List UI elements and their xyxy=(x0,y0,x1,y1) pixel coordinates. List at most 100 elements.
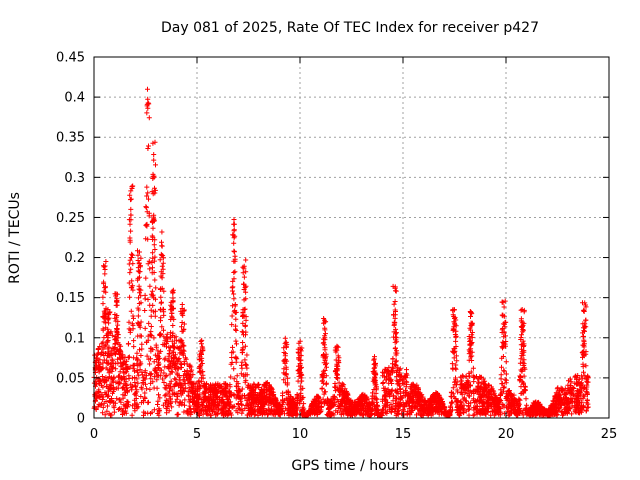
chart-title: Day 081 of 2025, Rate Of TEC Index for r… xyxy=(161,20,539,36)
data-point xyxy=(499,381,505,387)
data-point xyxy=(263,387,269,393)
data-point xyxy=(100,345,106,351)
data-point xyxy=(437,400,443,406)
data-point xyxy=(484,386,489,392)
data-point xyxy=(93,407,99,412)
data-point xyxy=(138,394,144,399)
data-point xyxy=(467,388,473,394)
data-point xyxy=(206,400,211,406)
data-point xyxy=(373,390,379,396)
data-point xyxy=(182,402,187,408)
data-point xyxy=(571,386,577,391)
data-point xyxy=(150,302,156,308)
data-point xyxy=(373,382,379,388)
data-point xyxy=(100,326,106,332)
data-point xyxy=(103,342,109,348)
data-point xyxy=(467,393,473,399)
data-point xyxy=(267,410,273,416)
data-point xyxy=(392,362,398,367)
data-point xyxy=(498,391,504,397)
y-tick-label: 0.05 xyxy=(56,371,85,386)
data-point xyxy=(283,396,289,402)
data-point xyxy=(380,406,385,412)
data-point xyxy=(132,384,138,390)
data-point xyxy=(135,404,141,410)
data-point xyxy=(148,324,154,329)
data-point xyxy=(129,321,135,327)
data-point xyxy=(393,362,399,368)
data-point xyxy=(369,407,375,413)
data-point xyxy=(394,348,399,354)
data-point xyxy=(320,378,325,384)
data-point xyxy=(470,365,476,371)
data-point xyxy=(564,406,570,412)
data-point xyxy=(125,355,131,360)
data-point xyxy=(574,388,580,394)
data-point xyxy=(188,380,194,385)
data-point xyxy=(187,388,193,394)
data-point xyxy=(132,391,138,397)
data-point xyxy=(163,374,169,380)
data-point xyxy=(285,375,291,381)
data-point xyxy=(453,366,459,372)
data-point xyxy=(229,360,235,365)
data-point xyxy=(145,261,151,267)
data-point xyxy=(127,270,133,276)
data-point xyxy=(492,395,498,401)
y-tick-label: 0.4 xyxy=(64,91,85,106)
data-point xyxy=(169,404,175,410)
data-point xyxy=(516,403,521,409)
data-point xyxy=(511,410,517,416)
data-point xyxy=(153,296,158,302)
data-point xyxy=(105,385,111,391)
data-point xyxy=(280,390,286,396)
data-point xyxy=(479,399,485,405)
data-point xyxy=(142,308,148,313)
data-point xyxy=(201,384,207,390)
data-point xyxy=(232,308,238,314)
data-point xyxy=(380,380,386,385)
y-tick-label: 0.1 xyxy=(64,331,85,346)
data-point xyxy=(143,373,149,379)
data-point xyxy=(389,407,395,413)
data-point xyxy=(139,346,145,352)
data-point xyxy=(454,358,460,364)
data-point xyxy=(148,313,154,319)
data-point xyxy=(104,408,110,414)
data-point xyxy=(171,383,177,389)
data-point xyxy=(337,392,343,398)
data-point xyxy=(255,409,261,415)
data-point xyxy=(121,387,127,393)
data-point xyxy=(168,378,174,384)
data-point xyxy=(162,338,168,344)
data-point xyxy=(180,373,186,379)
data-point xyxy=(319,385,325,391)
data-point xyxy=(213,404,219,410)
data-point xyxy=(162,364,168,370)
data-point xyxy=(112,350,118,356)
data-point xyxy=(158,367,164,373)
data-point xyxy=(239,401,245,407)
x-tick-label: 5 xyxy=(193,427,201,442)
data-point xyxy=(162,400,168,406)
data-point xyxy=(561,401,567,407)
data-point xyxy=(583,389,589,395)
data-point xyxy=(145,297,151,302)
data-point xyxy=(583,408,589,414)
data-point xyxy=(138,293,144,299)
data-point xyxy=(499,364,504,370)
data-point xyxy=(240,346,246,352)
data-point xyxy=(156,406,162,412)
data-point xyxy=(462,382,468,388)
data-point xyxy=(403,371,409,377)
data-point xyxy=(221,388,226,394)
data-point xyxy=(236,393,242,399)
x-axis-title: GPS time / hours xyxy=(291,458,408,474)
data-point xyxy=(415,410,421,416)
data-point xyxy=(187,403,193,409)
data-point xyxy=(471,379,477,385)
data-point xyxy=(319,372,325,377)
data-point xyxy=(338,410,344,416)
data-point xyxy=(111,388,116,394)
data-point xyxy=(148,332,154,338)
